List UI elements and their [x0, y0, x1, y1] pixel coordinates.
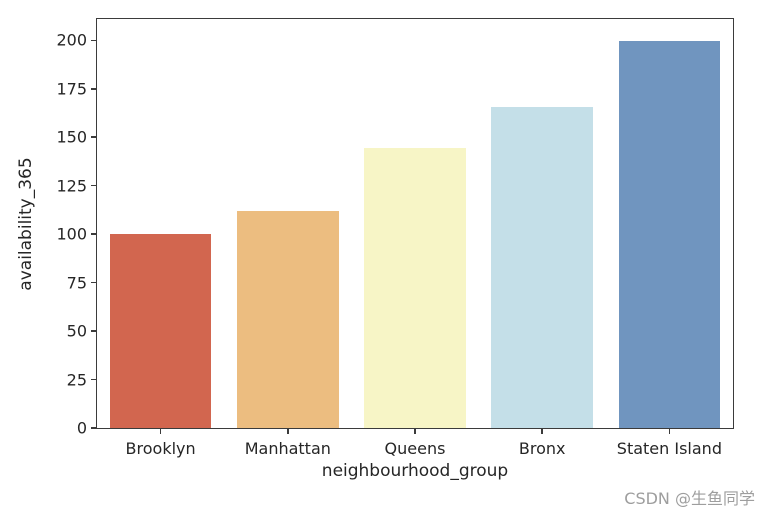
- y-tick-mark: [91, 281, 97, 284]
- y-tick-mark: [91, 88, 97, 90]
- y-tick-label: 125: [56, 176, 87, 196]
- y-tick-mark: [91, 378, 97, 381]
- y-tick-mark: [91, 233, 97, 235]
- watermark: CSDN @生鱼同学: [624, 489, 755, 508]
- bar-brooklyn: [109, 233, 212, 428]
- x-axis-label: neighbourhood_group: [321, 461, 509, 481]
- x-tick-mark: [159, 428, 162, 434]
- x-tick-label: Manhattan: [244, 439, 331, 458]
- bar-manhattan: [236, 210, 339, 428]
- bar-staten-island: [618, 40, 721, 428]
- x-tick-mark: [541, 428, 543, 434]
- y-tick-mark: [91, 136, 97, 138]
- x-tick-mark: [287, 428, 289, 434]
- y-tick-mark: [91, 184, 97, 187]
- x-tick-label: Staten Island: [616, 439, 722, 458]
- y-tick-mark: [91, 39, 97, 42]
- y-tick-label: 150: [56, 127, 87, 147]
- y-tick-label: 50: [66, 321, 87, 341]
- y-tick-label: 200: [56, 30, 87, 50]
- x-tick-mark: [414, 428, 416, 434]
- bar-queens: [364, 147, 466, 428]
- x-tick-label: Brooklyn: [125, 439, 196, 458]
- bar-bronx: [491, 106, 594, 428]
- y-tick-label: 100: [56, 224, 87, 244]
- y-tick-label: 175: [56, 79, 87, 99]
- x-tick-mark: [668, 428, 671, 434]
- y-tick-mark: [91, 427, 97, 429]
- x-tick-label: Queens: [384, 439, 446, 458]
- x-tick-label: Bronx: [518, 439, 566, 458]
- y-tick-label: 25: [66, 370, 87, 390]
- y-tick-label: 75: [66, 273, 87, 293]
- y-tick-mark: [91, 330, 97, 332]
- y-tick-label: 0: [76, 418, 87, 438]
